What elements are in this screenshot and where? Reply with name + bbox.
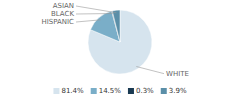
legend-swatch [128,88,134,94]
chart-container: ASIANBLACKHISPANIC WHITE 81.4% 14.5% 0.3% 3.9… [0,0,240,100]
pie-slice [112,11,120,42]
wedge-label: ASIAN [53,2,74,10]
legend-label: 0.3% [136,87,154,95]
legend: 81.4% 14.5% 0.3% 3.9% [53,87,186,95]
legend-swatch [53,88,59,94]
pie-slice [88,10,152,74]
chart: ASIANBLACKHISPANIC WHITE 81.4% 14.5% 0.3% 3.9… [0,0,240,100]
legend-swatch [91,88,97,94]
leader-line [136,67,164,74]
wedge-labels: ASIANBLACKHISPANIC WHITE [41,2,188,78]
wedge-label: HISPANIC [41,18,74,26]
legend-label: 3.9% [169,87,187,95]
legend-label: 81.4% [61,87,84,95]
legend-swatch [161,88,167,94]
wedge-label: WHITE [166,70,189,78]
wedge-label: BLACK [51,10,74,18]
legend-label: 14.5% [99,87,122,95]
leader-line [76,13,113,14]
pie-slice [112,10,120,42]
leader-line [76,20,101,22]
pie [88,10,152,74]
leader-line [76,6,116,13]
